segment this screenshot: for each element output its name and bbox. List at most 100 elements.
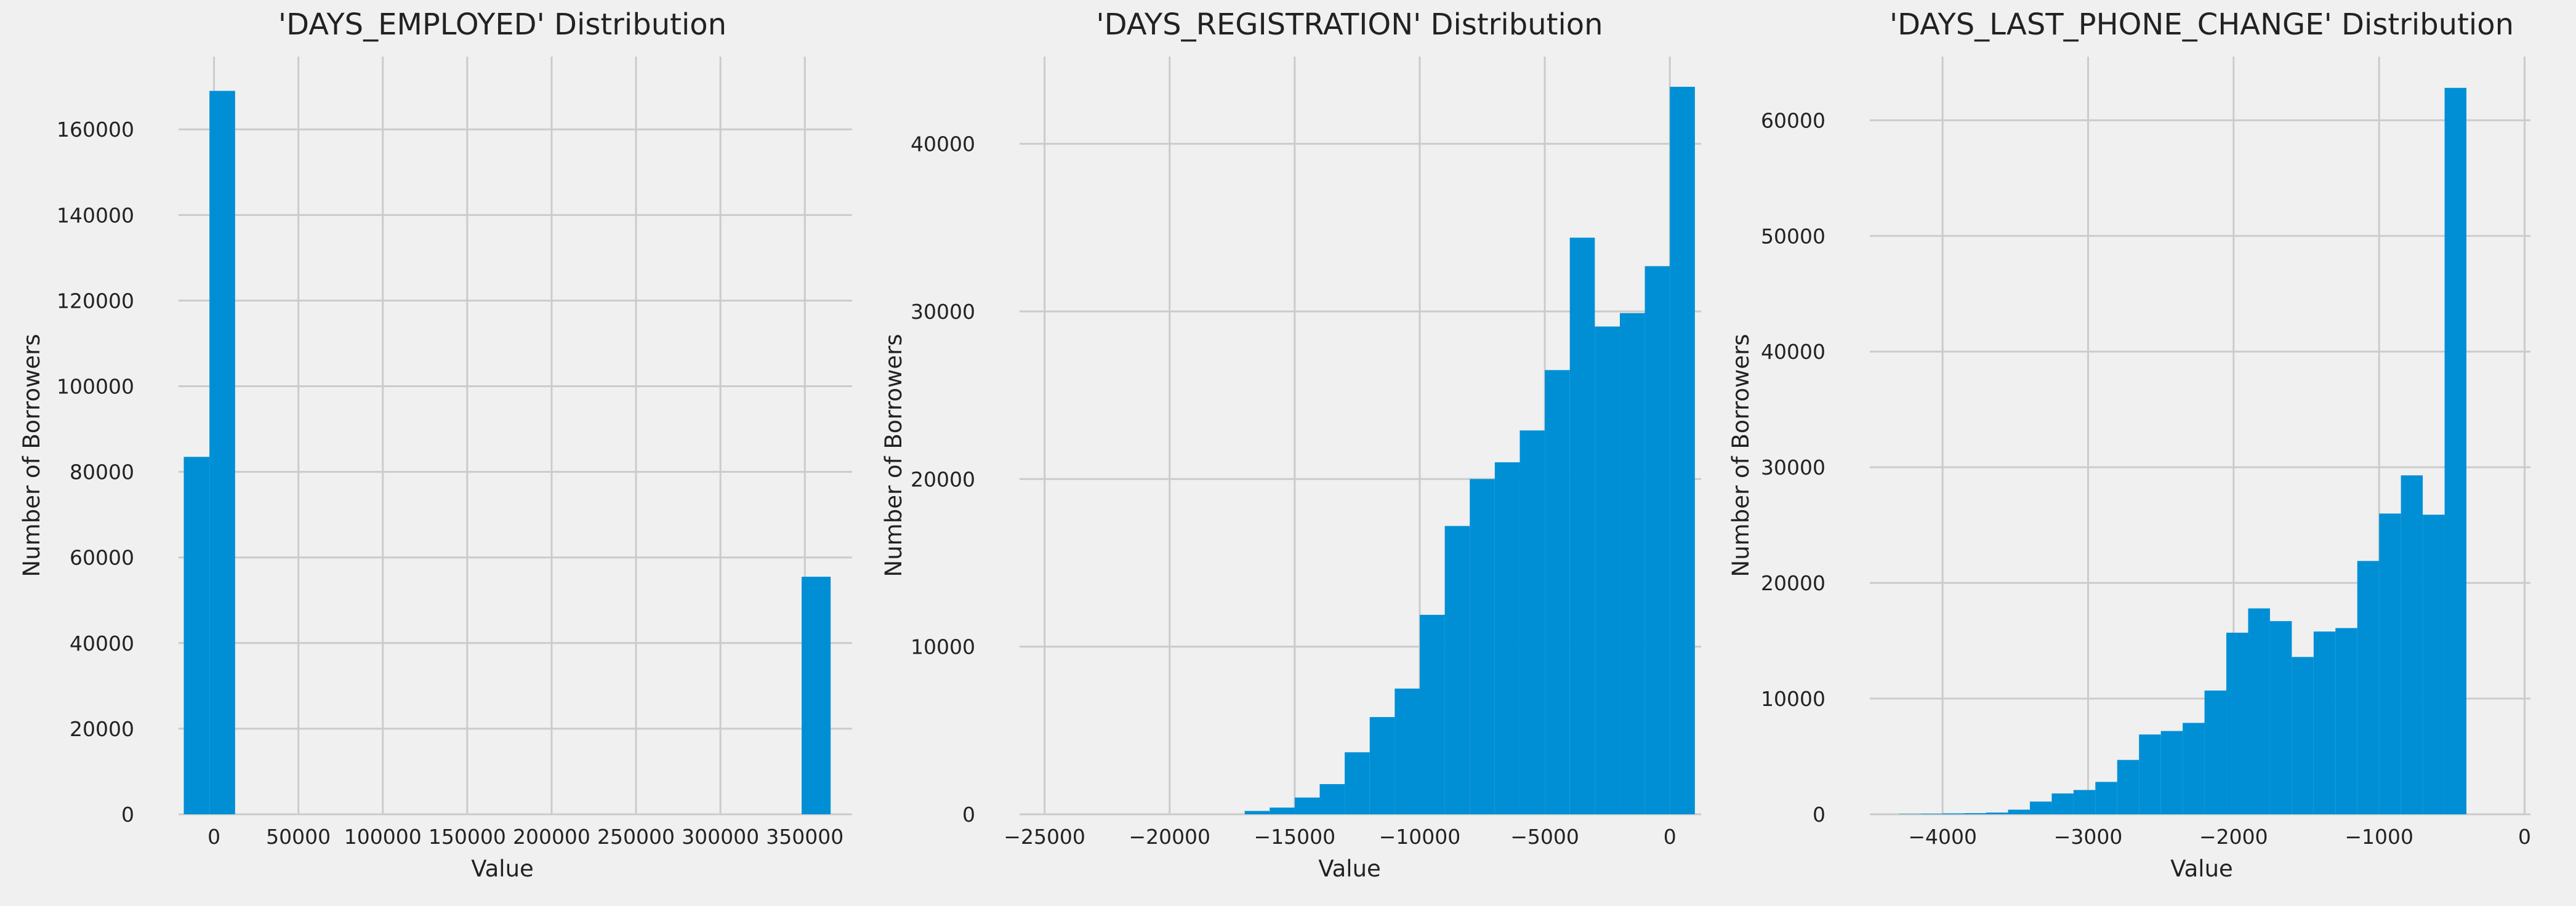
y-tick-labels: 0 10000 20000 30000 40000 [911, 132, 975, 827]
x-tick-label: −15000 [1254, 825, 1336, 849]
y-tick-label: 0 [1813, 803, 1825, 827]
y-axis-label: Number of Borrowers [18, 334, 45, 577]
histogram-bar [1369, 717, 1395, 814]
y-tick-label: 50000 [1761, 224, 1825, 248]
x-tick-label: −2000 [2199, 825, 2268, 849]
bars [1899, 87, 2467, 814]
bars [183, 90, 831, 814]
chart-title: 'DAYS_EMPLOYED' Distribution [278, 7, 727, 42]
x-tick-label: −1000 [2345, 825, 2413, 849]
x-tick-label: 0 [207, 825, 220, 849]
histogram-bar [1670, 87, 1695, 815]
y-tick-label: 10000 [911, 635, 975, 659]
histogram-bar [2029, 801, 2052, 814]
histogram-bar [2292, 657, 2314, 814]
histogram-bar [1644, 266, 1670, 815]
histogram-bar [1619, 313, 1645, 814]
x-axis-label: Value [1318, 856, 1381, 882]
x-tick-label: 50000 [266, 825, 331, 849]
histogram-bar [2248, 608, 2270, 814]
chart-days-employed: 0 50000 100000 150000 200000 250000 300000 3500… [18, 7, 852, 882]
histogram-bar [2008, 809, 2030, 814]
y-tick-label: 0 [121, 803, 134, 827]
grid-lines [179, 57, 852, 816]
y-tick-label: 40000 [911, 132, 975, 156]
histogram-bar [1470, 479, 1495, 814]
x-tick-label: −20000 [1129, 825, 1210, 849]
y-tick-label: 100000 [57, 375, 134, 399]
y-tick-labels: 0 10000 20000 30000 40000 50000 60000 [1761, 108, 1825, 827]
y-tick-label: 20000 [70, 717, 134, 741]
histogram-bar [209, 90, 235, 814]
y-tick-label: 20000 [911, 467, 975, 491]
histogram-bar [2357, 561, 2380, 814]
x-tick-labels: 0 50000 100000 150000 200000 250000 300000 3500… [207, 825, 843, 849]
histogram-bar [2423, 515, 2445, 814]
y-tick-label: 10000 [1761, 687, 1825, 711]
x-tick-label: 150000 [429, 825, 506, 849]
chart-days-last-phone-change: −4000 −3000 −2000 −1000 0 0 10000 20000 30000 40… [1728, 7, 2531, 882]
y-tick-label: 60000 [70, 546, 134, 570]
x-tick-label: 100000 [344, 825, 422, 849]
histogram-bar [1942, 813, 1965, 814]
x-tick-label: 250000 [597, 825, 675, 849]
x-tick-label: 200000 [513, 825, 590, 849]
y-tick-label: 30000 [1761, 455, 1825, 479]
histogram-bar [1519, 430, 1545, 814]
histogram-bar [2379, 513, 2401, 814]
histogram-bar [2313, 631, 2336, 814]
y-tick-label: 40000 [1761, 340, 1825, 364]
y-tick-label: 60000 [1761, 108, 1825, 132]
x-tick-label: 0 [1664, 825, 1676, 849]
histogram-bar [1964, 813, 1987, 814]
histogram-bar [2139, 734, 2161, 814]
x-tick-label: −25000 [1004, 825, 1085, 849]
histogram-bar [1595, 326, 1620, 814]
y-tick-label: 20000 [1761, 571, 1825, 595]
y-tick-label: 140000 [57, 203, 134, 227]
y-tick-label: 120000 [57, 289, 134, 313]
y-tick-label: 30000 [911, 300, 975, 324]
x-tick-labels: −25000 −20000 −15000 −10000 −5000 0 [1004, 825, 1676, 849]
histogram-bar [2183, 723, 2205, 814]
y-tick-label: 0 [962, 803, 975, 827]
histogram-bar [2335, 628, 2357, 814]
histogram-bar [2401, 475, 2423, 814]
x-axis-label: Value [2170, 856, 2233, 882]
histogram-bar [1270, 808, 1295, 814]
histogram-bar [1319, 784, 1345, 814]
y-tick-label: 80000 [70, 460, 134, 484]
histogram-bar [2117, 760, 2139, 814]
x-tick-label: −3000 [2054, 825, 2123, 849]
histogram-bar [183, 457, 210, 814]
histogram-bar [1395, 688, 1420, 814]
histogram-bar [2269, 621, 2292, 814]
histogram-bar [2095, 782, 2117, 814]
y-tick-label: 40000 [70, 631, 134, 655]
histogram-bar [2226, 632, 2248, 814]
histogram-bar [2051, 793, 2074, 814]
x-tick-label: 350000 [766, 825, 843, 849]
x-tick-labels: −4000 −3000 −2000 −1000 0 [1908, 825, 2531, 849]
y-tick-label: 160000 [57, 118, 134, 142]
histogram-bar [1545, 370, 1570, 814]
histogram-bar [2204, 690, 2227, 814]
histogram-bar [802, 577, 831, 814]
histogram-bar [1986, 812, 2008, 814]
x-tick-label: −10000 [1379, 825, 1461, 849]
y-axis-label: Number of Borrowers [880, 334, 907, 577]
x-tick-label: −4000 [1908, 825, 1977, 849]
x-axis-label: Value [471, 856, 534, 882]
x-tick-label: 300000 [682, 825, 759, 849]
chart-title: 'DAYS_REGISTRATION' Distribution [1096, 7, 1603, 42]
histogram-bar [1419, 614, 1445, 814]
chart-days-registration: −25000 −20000 −15000 −10000 −5000 0 0 10000 200… [880, 7, 1701, 882]
x-tick-label: 0 [2518, 825, 2531, 849]
histogram-bar [1444, 526, 1470, 814]
histogram-bar [1569, 238, 1595, 814]
histogram-bar [1294, 797, 1320, 814]
histogram-bar [2160, 731, 2183, 814]
bars [1244, 87, 1695, 815]
y-axis-label: Number of Borrowers [1728, 334, 1754, 577]
histogram-bar [2073, 790, 2096, 814]
